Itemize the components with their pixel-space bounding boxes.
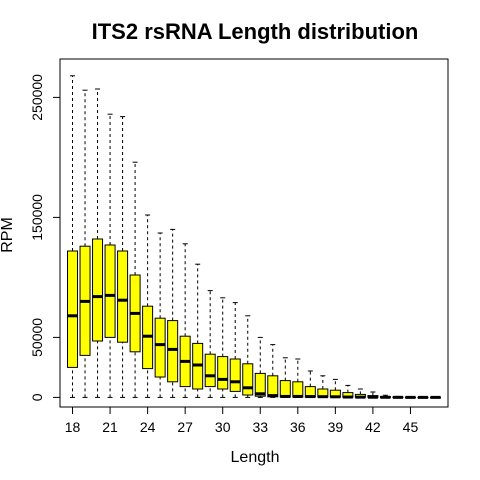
y-tick-label: 250000 bbox=[29, 74, 45, 121]
y-axis-label: RPM bbox=[0, 217, 16, 253]
plot-area: 18 21 24 27 30 33 36 39 42 45 0 50000 150000 250000 bbox=[29, 58, 449, 435]
box-body bbox=[242, 363, 254, 396]
box-body bbox=[204, 353, 216, 388]
x-tick-label: 33 bbox=[252, 419, 268, 435]
x-tick-label: 21 bbox=[102, 419, 118, 435]
box-body bbox=[92, 238, 104, 342]
x-tick-label: 30 bbox=[215, 419, 231, 435]
box-body bbox=[104, 244, 116, 338]
x-tick-label: 36 bbox=[290, 419, 306, 435]
box-body bbox=[154, 317, 166, 378]
box-body bbox=[167, 320, 179, 383]
box-body bbox=[217, 356, 229, 390]
box-body bbox=[254, 372, 266, 397]
box-body bbox=[292, 381, 304, 398]
box-body bbox=[267, 375, 279, 398]
x-tick-label: 18 bbox=[65, 419, 81, 435]
plot-frame bbox=[59, 58, 449, 408]
y-tick-label: 0 bbox=[29, 393, 45, 401]
box-body bbox=[279, 380, 291, 398]
x-tick-label: 39 bbox=[328, 419, 344, 435]
x-tick-label: 24 bbox=[140, 419, 156, 435]
x-tick-label: 27 bbox=[177, 419, 193, 435]
y-tick-label: 150000 bbox=[29, 194, 45, 241]
x-tick-label: 42 bbox=[365, 419, 381, 435]
x-axis-label: Length bbox=[231, 449, 280, 466]
chart-title: ITS2 rsRNA Length distribution bbox=[92, 19, 419, 44]
box-body bbox=[229, 358, 241, 392]
y-tick-label: 50000 bbox=[29, 318, 45, 357]
x-tick-label: 45 bbox=[403, 419, 419, 435]
box-body bbox=[67, 250, 79, 368]
box-body bbox=[117, 250, 129, 343]
